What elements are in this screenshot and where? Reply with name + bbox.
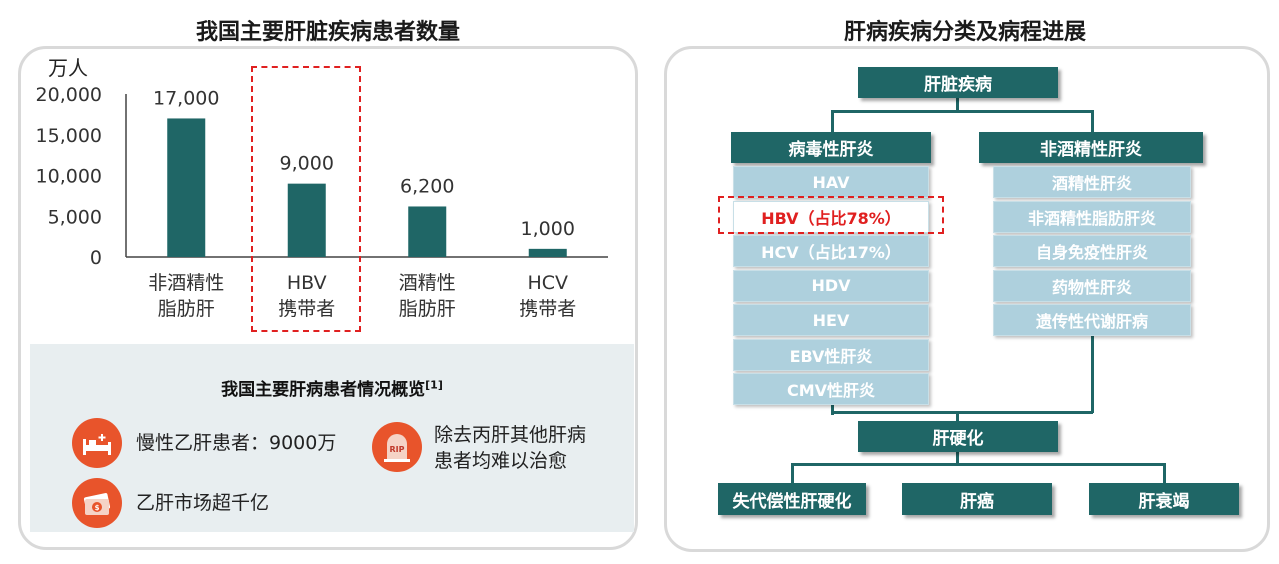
connector (956, 411, 959, 421)
viral-item: HAV (733, 166, 929, 198)
nonviral-item: 自身免疫性肝炎 (993, 235, 1191, 267)
node-nonviral-hepatitis: 非酒精性肝炎 (979, 132, 1203, 163)
money-icon: $ (72, 478, 122, 528)
connector (1091, 110, 1094, 132)
hospital-bed-icon (72, 418, 122, 468)
y-tick-label: 0 (90, 247, 102, 269)
connector (956, 98, 959, 112)
connector (831, 110, 834, 132)
nonviral-item: 非酒精性脂肪肝炎 (993, 200, 1191, 233)
category-label: 酒精性 脂肪肝 (398, 272, 456, 320)
node-decompensated-cirrhosis: 失代偿性肝硬化 (718, 483, 866, 515)
connector (831, 110, 1093, 113)
bar-value-label: 17,000 (153, 87, 219, 109)
category-label: HCV 携带者 (519, 272, 577, 320)
viral-item: HEV (733, 304, 929, 336)
category-label: HBV 携带者 (278, 272, 336, 320)
connector (956, 452, 959, 466)
left-title: 我国主要肝脏疾病患者数量 (195, 20, 460, 45)
y-tick-label: 10,000 (36, 166, 102, 188)
connector (791, 463, 794, 483)
nonviral-item: 酒精性肝炎 (993, 166, 1191, 198)
y-tick-label: 15,000 (36, 125, 102, 147)
connector (831, 411, 1093, 414)
viral-item: CMV性肝炎 (733, 373, 929, 405)
y-tick-label: 20,000 (36, 84, 102, 106)
summary-title-citation: [1] (425, 378, 443, 392)
category-label: 非酒精性 脂肪肝 (148, 272, 225, 320)
right-title: 肝病疾病分类及病程进展 (843, 20, 1086, 45)
nonviral-item: 遗传性代谢肝病 (993, 304, 1191, 336)
node-liver-disease: 肝脏疾病 (858, 67, 1058, 98)
summary-title-text: 我国主要肝病患者情况概览 (221, 380, 426, 400)
summary-title: 我国主要肝病患者情况概览[1] (30, 375, 634, 400)
rip-tombstone-icon: RIP (372, 422, 422, 472)
bar (167, 118, 206, 257)
bar-chart: 万人 0 5,000 10,000 15,000 20,000 17,000 9,000 6,2… (36, 56, 608, 269)
bar-value-label: 6,200 (400, 175, 454, 197)
bar-value-label: 9,000 (280, 153, 334, 175)
connector (1091, 335, 1094, 413)
bar (528, 248, 567, 257)
viral-item: HBV（占比78%） (733, 200, 929, 233)
hbv-node-highlight-box (718, 196, 944, 234)
svg-text:$: $ (95, 504, 100, 512)
node-liver-cancer: 肝癌 (902, 483, 1052, 515)
y-tick-label: 5,000 (48, 206, 102, 228)
node-viral-hepatitis: 病毒性肝炎 (731, 132, 931, 163)
nonviral-item: 药物性肝炎 (993, 269, 1191, 302)
summary-item-1: 慢性乙肝患者：9000万 (136, 432, 337, 454)
bar (408, 206, 447, 257)
hbv-highlight-box (251, 66, 361, 332)
y-unit-label: 万人 (48, 56, 88, 80)
summary-item-2: 除去丙肝其他肝病 患者均难以治愈 (434, 424, 587, 472)
connector (1163, 463, 1166, 483)
viral-item: HCV（占比17%） (733, 235, 929, 267)
bar (287, 183, 326, 257)
summary-box (30, 344, 634, 532)
node-liver-failure: 肝衰竭 (1089, 483, 1239, 515)
bar-value-label: 1,000 (521, 218, 575, 240)
viral-item: HDV (733, 269, 929, 302)
svg-text:RIP: RIP (390, 445, 405, 454)
summary-item-3: 乙肝市场超千亿 (136, 492, 270, 514)
node-cirrhosis: 肝硬化 (858, 421, 1058, 452)
connector (791, 463, 1165, 466)
viral-item: EBV性肝炎 (733, 338, 929, 371)
connector (831, 403, 834, 415)
